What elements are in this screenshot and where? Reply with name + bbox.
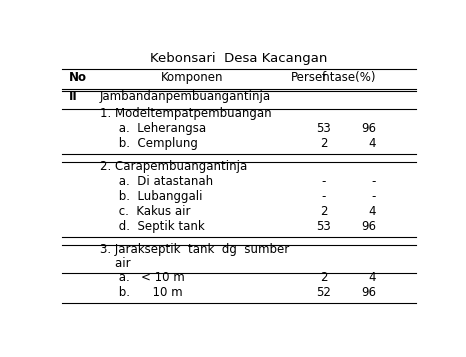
Text: a.   < 10 m: a. < 10 m [100, 271, 185, 284]
Text: 53: 53 [316, 220, 331, 233]
Text: 2: 2 [320, 137, 328, 150]
Text: a.  Di atastanah: a. Di atastanah [100, 175, 213, 188]
Text: air: air [100, 257, 130, 271]
Text: c.  Kakus air: c. Kakus air [100, 205, 190, 218]
Text: 4: 4 [369, 205, 376, 218]
Text: 53: 53 [316, 122, 331, 135]
Text: 2. Carapembuangantinja: 2. Carapembuangantinja [100, 160, 247, 173]
Text: -: - [372, 190, 376, 203]
Text: 3. Jarakseptik  tank  dg  sumber: 3. Jarakseptik tank dg sumber [100, 243, 289, 256]
Text: Jambandanpembuangantinja: Jambandanpembuangantinja [100, 90, 271, 103]
Text: 96: 96 [361, 286, 376, 300]
Text: -: - [372, 175, 376, 188]
Text: -: - [322, 175, 326, 188]
Text: f: f [322, 71, 326, 84]
Text: 4: 4 [369, 271, 376, 284]
Text: 52: 52 [316, 286, 331, 300]
Text: Komponen: Komponen [161, 71, 223, 84]
Text: II: II [69, 90, 78, 103]
Text: 4: 4 [369, 137, 376, 150]
Text: a.  Leherangsa: a. Leherangsa [100, 122, 206, 135]
Text: b.  Cemplung: b. Cemplung [100, 137, 198, 150]
Text: d.  Septik tank: d. Septik tank [100, 220, 205, 233]
Text: 1. Modeltempatpembuangan: 1. Modeltempatpembuangan [100, 107, 271, 120]
Text: -: - [322, 190, 326, 203]
Text: 96: 96 [361, 220, 376, 233]
Text: Persentase(%): Persentase(%) [291, 71, 376, 84]
Text: 96: 96 [361, 122, 376, 135]
Text: b.  Lubanggali: b. Lubanggali [100, 190, 202, 203]
Text: Kebonsari  Desa Kacangan: Kebonsari Desa Kacangan [150, 52, 328, 65]
Text: b.      10 m: b. 10 m [100, 286, 182, 300]
Text: 2: 2 [320, 205, 328, 218]
Text: No: No [69, 71, 87, 84]
Text: 2: 2 [320, 271, 328, 284]
